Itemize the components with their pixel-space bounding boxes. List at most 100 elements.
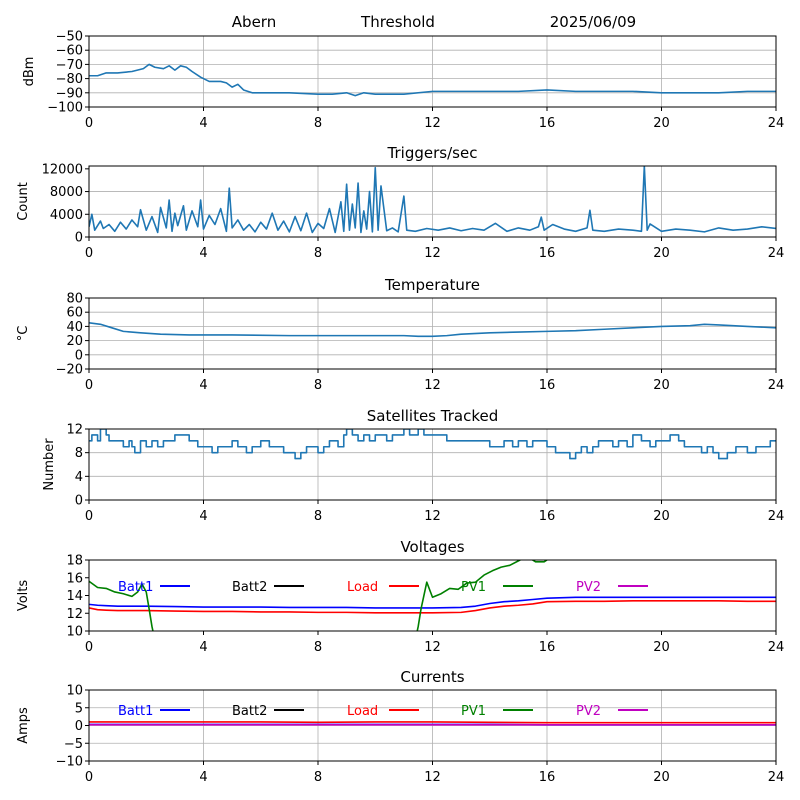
y-tick-label: −10 [56,755,83,770]
x-tick-label: 0 [85,640,93,655]
panel-triggers: 0 4 8 12 16 20 24 0 4000 8000 12000 Triggers/sec Cou… [16,144,784,261]
legend-label-pv2: PV2 [576,704,601,719]
x-tick-label: 24 [768,378,785,393]
x-tick-label: 4 [199,770,207,785]
x-tick-label: 20 [653,770,670,785]
series-line-load [89,721,776,724]
legend: Batt1 Batt2 Load PV1 PV2 [118,580,648,595]
panel-title: Currents [400,668,464,686]
y-tick-label: 40 [66,320,83,335]
x-tick-label: 16 [539,509,556,524]
x-tick-label: 12 [424,378,441,393]
x-tick-label: 12 [424,770,441,785]
x-tick-label: 24 [768,640,785,655]
y-tick-label: 18 [66,554,83,569]
x-tick-label: 20 [653,640,670,655]
y-axis-label: Amps [16,707,31,744]
y-tick-label: 0 [75,348,83,363]
panel-title: Triggers/sec [387,144,478,162]
x-tick-label: 4 [199,246,207,261]
x-tick-label: 8 [314,640,322,655]
x-tick-label: 8 [314,770,322,785]
series-line-pv1 [89,560,548,631]
x-tick-label: 0 [85,378,93,393]
x-tick-label: 4 [199,116,207,131]
y-axis-label: dBm [22,57,37,87]
y-tick-label: 5 [75,701,83,716]
y-tick-label: 12 [66,607,83,622]
panel-signal: 0 4 8 12 16 20 24 −100−90−80−70−60−50 dBm [22,30,784,132]
header-threshold: Threshold [360,13,435,31]
x-tick-label: 24 [768,116,785,131]
x-tick-label: 20 [653,116,670,131]
y-tick-label: 10 [66,684,83,699]
y-tick-label: 0 [75,494,83,509]
series-group [89,429,776,460]
panel-satellites: 0 4 8 12 16 20 24 0 4 8 12 Satellites Tracked Number [42,407,784,524]
x-tick-label: 12 [424,246,441,261]
series-group [89,63,776,97]
x-tick-label: 8 [314,246,322,261]
y-tick-label: 14 [66,589,83,604]
y-tick-label: 12 [66,423,83,438]
y-axis-label: Volts [16,580,31,612]
y-tick-label: 8 [75,446,83,461]
y-tick-label: −20 [56,363,83,378]
legend-label-pv2: PV2 [576,580,601,595]
y-tick-label: 0 [75,719,83,734]
series-line-signal [89,63,776,97]
header-station: Abern [232,13,276,31]
x-tick-label: 4 [199,509,207,524]
x-tick-label: 4 [199,640,207,655]
y-axis-label: °C [16,326,31,342]
x-tick-label: 0 [85,246,93,261]
x-tick-label: 8 [314,378,322,393]
panel-title: Voltages [400,538,464,556]
series-group [89,166,776,234]
x-tick-label: 8 [314,116,322,131]
x-tick-label: 24 [768,509,785,524]
y-tick-label: −80 [56,72,83,87]
series-line-batt1 [89,596,776,609]
y-tick-label: 4 [75,470,83,485]
header-date: 2025/06/09 [550,13,636,31]
panel-title: Satellites Tracked [367,407,498,425]
y-tick-label: −60 [56,44,83,59]
y-tick-label: 16 [66,571,83,586]
y-tick-label: 8000 [50,185,83,200]
y-tick-label: 12000 [42,162,83,177]
y-tick-label: 0 [75,231,83,246]
x-tick-label: 0 [85,116,93,131]
x-tick-label: 4 [199,378,207,393]
x-tick-label: 16 [539,378,556,393]
series-line-satellites [89,429,776,460]
legend-label-pv1: PV1 [461,704,486,719]
x-tick-label: 20 [653,246,670,261]
y-tick-label: 60 [66,306,83,321]
y-tick-label: 10 [66,625,83,640]
y-tick-label: −70 [56,58,83,73]
x-tick-label: 16 [539,640,556,655]
panel-voltages: 0 4 8 12 16 20 24 10 12 14 16 18 Voltages Volts Batt1 B… [16,538,784,655]
x-tick-label: 0 [85,770,93,785]
x-tick-label: 20 [653,378,670,393]
y-tick-label: −50 [56,30,83,45]
x-tick-label: 12 [424,640,441,655]
x-tick-label: 24 [768,770,785,785]
legend: Batt1 Batt2 Load PV1 PV2 [118,704,648,719]
legend-label-load: Load [347,704,378,719]
x-tick-label: 8 [314,509,322,524]
series-group [89,721,776,726]
y-tick-label: −90 [56,86,83,101]
series-group [89,560,776,631]
x-tick-label: 12 [424,509,441,524]
series-group [89,322,776,338]
series-line-triggers [89,166,776,234]
x-tick-label: 20 [653,509,670,524]
x-tick-label: 16 [539,116,556,131]
panel-title: Temperature [384,276,480,294]
legend-label-batt1: Batt1 [118,704,153,719]
